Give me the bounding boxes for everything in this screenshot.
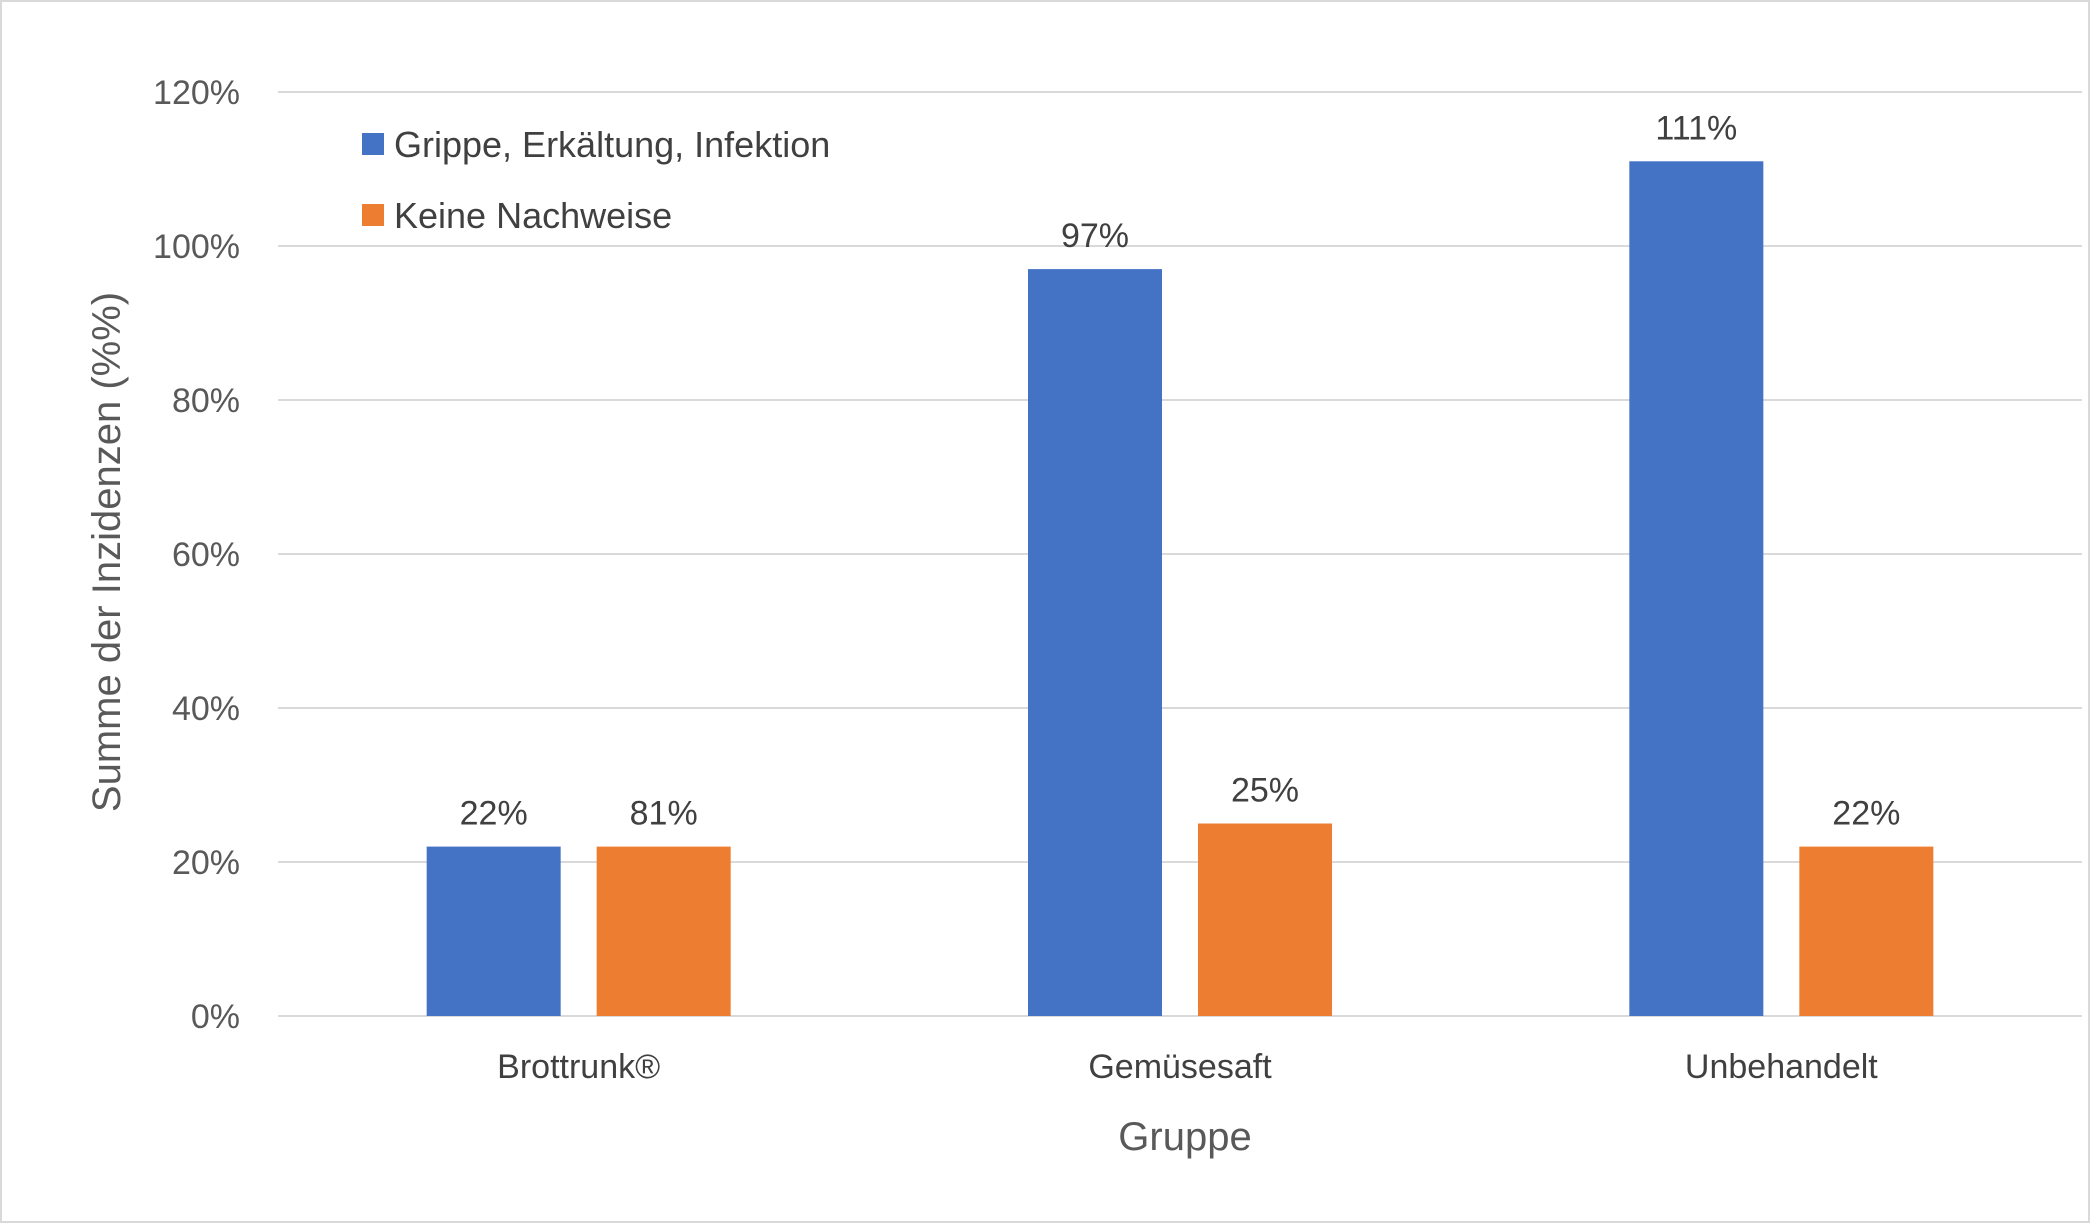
legend-swatch-keine-nachweise (362, 204, 384, 226)
data-label: 25% (1231, 772, 1299, 810)
y-tick-label: 0% (191, 998, 240, 1036)
data-label: 81% (630, 795, 698, 833)
y-tick-label: 20% (172, 844, 240, 882)
y-tick-label: 80% (172, 382, 240, 420)
y-axis-title: Summe der Inzidenzen (%%) (85, 292, 129, 812)
bar-keine-nachweise (596, 846, 731, 1016)
bars (426, 161, 1934, 1017)
data-label: 111% (1655, 109, 1737, 147)
data-label: 22% (1832, 795, 1900, 833)
bar-grippe (1028, 269, 1162, 1017)
bar-keine-nachweise (1198, 823, 1332, 1016)
bar-grippe (426, 846, 561, 1016)
data-label: 97% (1061, 217, 1129, 255)
bar-keine-nachweise (1799, 846, 1934, 1016)
legend-label-grippe: Grippe, Erkältung, Infektion (394, 124, 830, 165)
data-label: 22% (460, 795, 528, 833)
x-axis-categories: Brottrunk® Gemüsesaft Unbehandelt (497, 1048, 1878, 1086)
y-axis-ticks: 0% 20% 40% 60% 80% 100% 120% (153, 74, 240, 1036)
x-category-label: Brottrunk® (497, 1048, 660, 1086)
legend: Grippe, Erkältung, Infektion Keine Nachw… (362, 124, 830, 236)
legend-label-keine-nachweise: Keine Nachweise (394, 195, 672, 236)
x-category-label: Unbehandelt (1685, 1048, 1878, 1086)
data-labels: 22% 81% 97% 25% 111% 22% (460, 109, 1901, 832)
x-category-label: Gemüsesaft (1088, 1048, 1272, 1086)
legend-swatch-grippe (362, 133, 384, 155)
gridlines (278, 91, 2082, 1017)
bar-grippe (1629, 161, 1764, 1017)
x-axis-title: Gruppe (1118, 1115, 1251, 1159)
y-tick-label: 60% (172, 536, 240, 574)
y-tick-label: 120% (153, 74, 240, 112)
y-tick-label: 40% (172, 690, 240, 728)
y-tick-label: 100% (153, 228, 240, 266)
